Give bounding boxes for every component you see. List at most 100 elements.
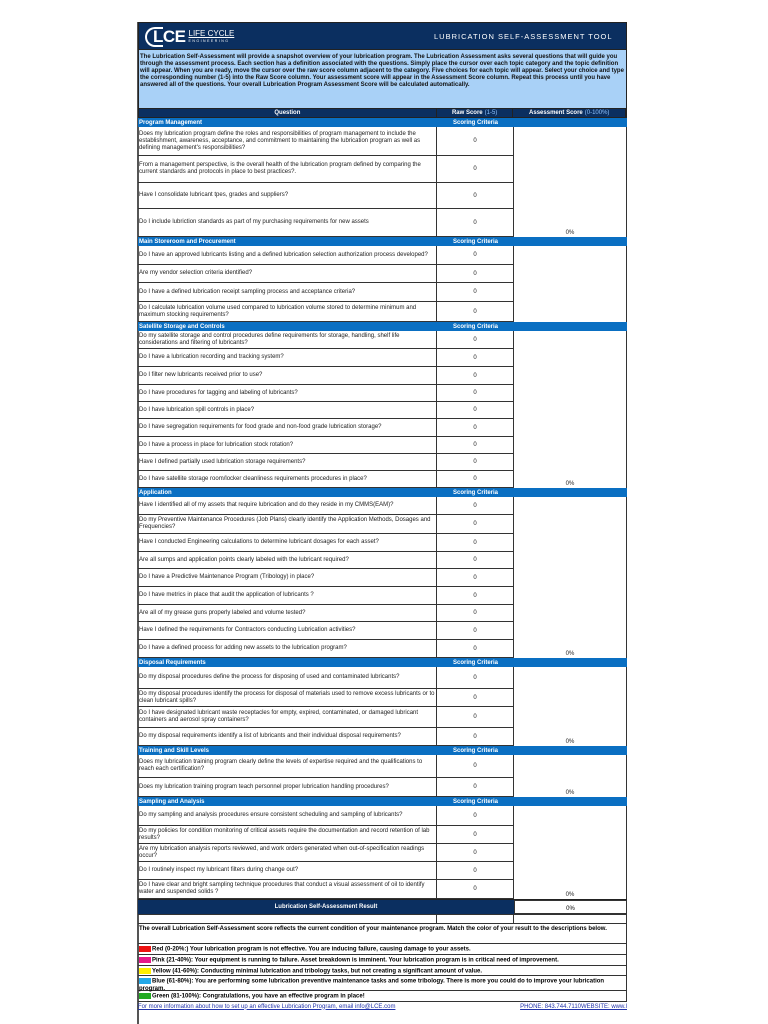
raw-score-input[interactable]: 0 — [437, 515, 514, 533]
section-title: Program Management — [139, 119, 203, 126]
raw-score-input[interactable]: 0 — [437, 569, 514, 586]
question-text: Have I identified all of my assets that … — [138, 497, 437, 514]
score-level: Red (0-20%:) Your lubrication program is… — [138, 944, 627, 955]
raw-score-input[interactable]: 0 — [437, 349, 514, 366]
raw-score-input[interactable]: 0 — [437, 826, 514, 843]
raw-score-input[interactable]: 0 — [437, 707, 514, 727]
color-swatch — [139, 993, 151, 999]
intro-text: The Lubrication Self-Assessment will pro… — [138, 50, 627, 108]
question-row: Do my satellite storage and control proc… — [138, 331, 514, 349]
question-text: Do I include lubriction standards as par… — [138, 209, 437, 236]
question-row: Do I have a defined lubrication receipt … — [138, 283, 514, 302]
question-row: Do I have a Predictive Maintenance Progr… — [138, 569, 514, 587]
sheet-left-border — [137, 22, 139, 1024]
question-text: Does my lubrication training program cle… — [138, 755, 437, 777]
score-level: Blue (61-80%): You are performing some l… — [138, 976, 627, 992]
raw-score-input[interactable]: 0 — [437, 183, 514, 208]
raw-score-input[interactable]: 0 — [437, 283, 514, 301]
raw-score-input[interactable]: 0 — [437, 728, 514, 745]
raw-score-input[interactable]: 0 — [437, 419, 514, 436]
result-label: Lubrication Self-Assessment Result — [138, 900, 514, 914]
question-row: Have I conducted Engineering calculation… — [138, 534, 514, 552]
question-text: Do my Preventive Maintenance Procedures … — [138, 515, 437, 533]
raw-score-input[interactable]: 0 — [437, 605, 514, 621]
section-title: Training and Skill Levels — [139, 747, 210, 754]
raw-score-input[interactable]: 0 — [437, 755, 514, 777]
question-row: Do I have satellite storage room/locker … — [138, 471, 514, 488]
question-text: Does my lubrication training program tea… — [138, 778, 437, 796]
raw-score-input[interactable]: 0 — [437, 534, 514, 551]
question-text: Do I have satellite storage room/locker … — [138, 471, 437, 487]
column-question: Question — [139, 109, 437, 117]
scoring-criteria-label[interactable]: Scoring Criteria — [452, 489, 498, 496]
question-row: Do I calculate lubrication volume used c… — [138, 302, 514, 322]
raw-score-input[interactable]: 0 — [437, 471, 514, 487]
raw-score-input[interactable]: 0 — [437, 127, 514, 155]
raw-score-input[interactable]: 0 — [437, 880, 514, 898]
raw-score-input[interactable]: 0 — [437, 862, 514, 879]
question-text: Do I have a process in place for lubrica… — [138, 437, 437, 453]
score-levels: Red (0-20%:) Your lubrication program is… — [138, 944, 627, 1002]
question-row: Do my policies for condition monitoring … — [138, 826, 514, 844]
raw-score-input[interactable]: 0 — [437, 265, 514, 282]
raw-score-input[interactable]: 0 — [437, 778, 514, 796]
question-row: Are all of my grease guns properly label… — [138, 605, 514, 622]
question-row: From a management perspective, is the ov… — [138, 156, 514, 183]
info-email-link[interactable]: For more information about how to set up… — [138, 1003, 396, 1010]
question-text: Do my disposal requirements identify a l… — [138, 728, 437, 745]
question-row: Do I have lubrication spill controls in … — [138, 402, 514, 419]
question-text: Do my sampling and analysis procedures e… — [138, 806, 437, 825]
question-row: Do I have a lubrication recording and tr… — [138, 349, 514, 367]
question-row: Have I defined partially used lubricatio… — [138, 454, 514, 471]
question-text: Do I have procedures for tagging and lab… — [138, 385, 437, 401]
raw-score-input[interactable]: 0 — [437, 367, 514, 384]
raw-score-input[interactable]: 0 — [437, 667, 514, 688]
question-text: Do my policies for condition monitoring … — [138, 826, 437, 843]
raw-score-input[interactable]: 0 — [437, 587, 514, 604]
raw-score-input[interactable]: 0 — [437, 437, 514, 453]
section-header: Sampling and Analysis Scoring Criteria — [138, 797, 627, 806]
column-raw-score: Raw Score (1-5) — [437, 109, 514, 117]
result-description: The overall Lubrication Self-Assessment … — [138, 924, 627, 944]
raw-score-input[interactable]: 0 — [437, 454, 514, 470]
contact-link[interactable]: PHONE: 843.744.7110WEBSITE: www.l — [520, 1003, 627, 1010]
question-row: Do my sampling and analysis procedures e… — [138, 806, 514, 826]
raw-score-input[interactable]: 0 — [437, 622, 514, 639]
question-text: Do I have metrics in place that audit th… — [138, 587, 437, 604]
raw-score-input[interactable]: 0 — [437, 844, 514, 861]
raw-score-input[interactable]: 0 — [437, 402, 514, 418]
scoring-criteria-label[interactable]: Scoring Criteria — [452, 119, 498, 126]
question-text: Do I have segregation requirements for f… — [138, 419, 437, 436]
question-text: Do I have lubrication spill controls in … — [138, 402, 437, 418]
raw-score-input[interactable]: 0 — [437, 209, 514, 236]
raw-score-input[interactable]: 0 — [437, 806, 514, 825]
raw-score-input[interactable]: 0 — [437, 331, 514, 348]
question-row: Do I have procedures for tagging and lab… — [138, 385, 514, 402]
section-title: Satellite Storage and Controls — [139, 323, 225, 330]
question-text: Do my satellite storage and control proc… — [138, 331, 437, 348]
scoring-criteria-label[interactable]: Scoring Criteria — [452, 238, 498, 245]
column-assessment-score: Assessment Score (0-100%) — [513, 109, 627, 117]
raw-score-input[interactable]: 0 — [437, 385, 514, 401]
raw-score-input[interactable]: 0 — [437, 246, 514, 264]
raw-score-input[interactable]: 0 — [437, 689, 514, 706]
raw-score-input[interactable]: 0 — [437, 640, 514, 657]
raw-score-input[interactable]: 0 — [437, 497, 514, 514]
raw-score-input[interactable]: 0 — [437, 302, 514, 321]
result-value: 0% — [514, 900, 627, 914]
section-assessment-score: 0% — [514, 331, 627, 488]
scoring-criteria-label[interactable]: Scoring Criteria — [452, 747, 498, 754]
scoring-criteria-label[interactable]: Scoring Criteria — [452, 798, 498, 805]
question-text: Are all sumps and application points cle… — [138, 552, 437, 568]
page-title: LUBRICATION SELF-ASSESSMENT TOOL — [434, 32, 613, 41]
column-headers: Question Raw Score (1-5) Assessment Score… — [138, 108, 627, 118]
question-text: Do I filter new lubricants received prio… — [138, 367, 437, 384]
scoring-criteria-label[interactable]: Scoring Criteria — [452, 659, 498, 666]
scoring-criteria-label[interactable]: Scoring Criteria — [452, 323, 498, 330]
question-text: Does my lubrication program define the r… — [138, 127, 437, 155]
section-assessment-score: 0% — [514, 755, 627, 797]
raw-score-input[interactable]: 0 — [437, 552, 514, 568]
raw-score-input[interactable]: 0 — [437, 156, 514, 182]
question-text: Do I have a lubrication recording and tr… — [138, 349, 437, 366]
question-row: Do my disposal procedures identify the p… — [138, 689, 514, 707]
